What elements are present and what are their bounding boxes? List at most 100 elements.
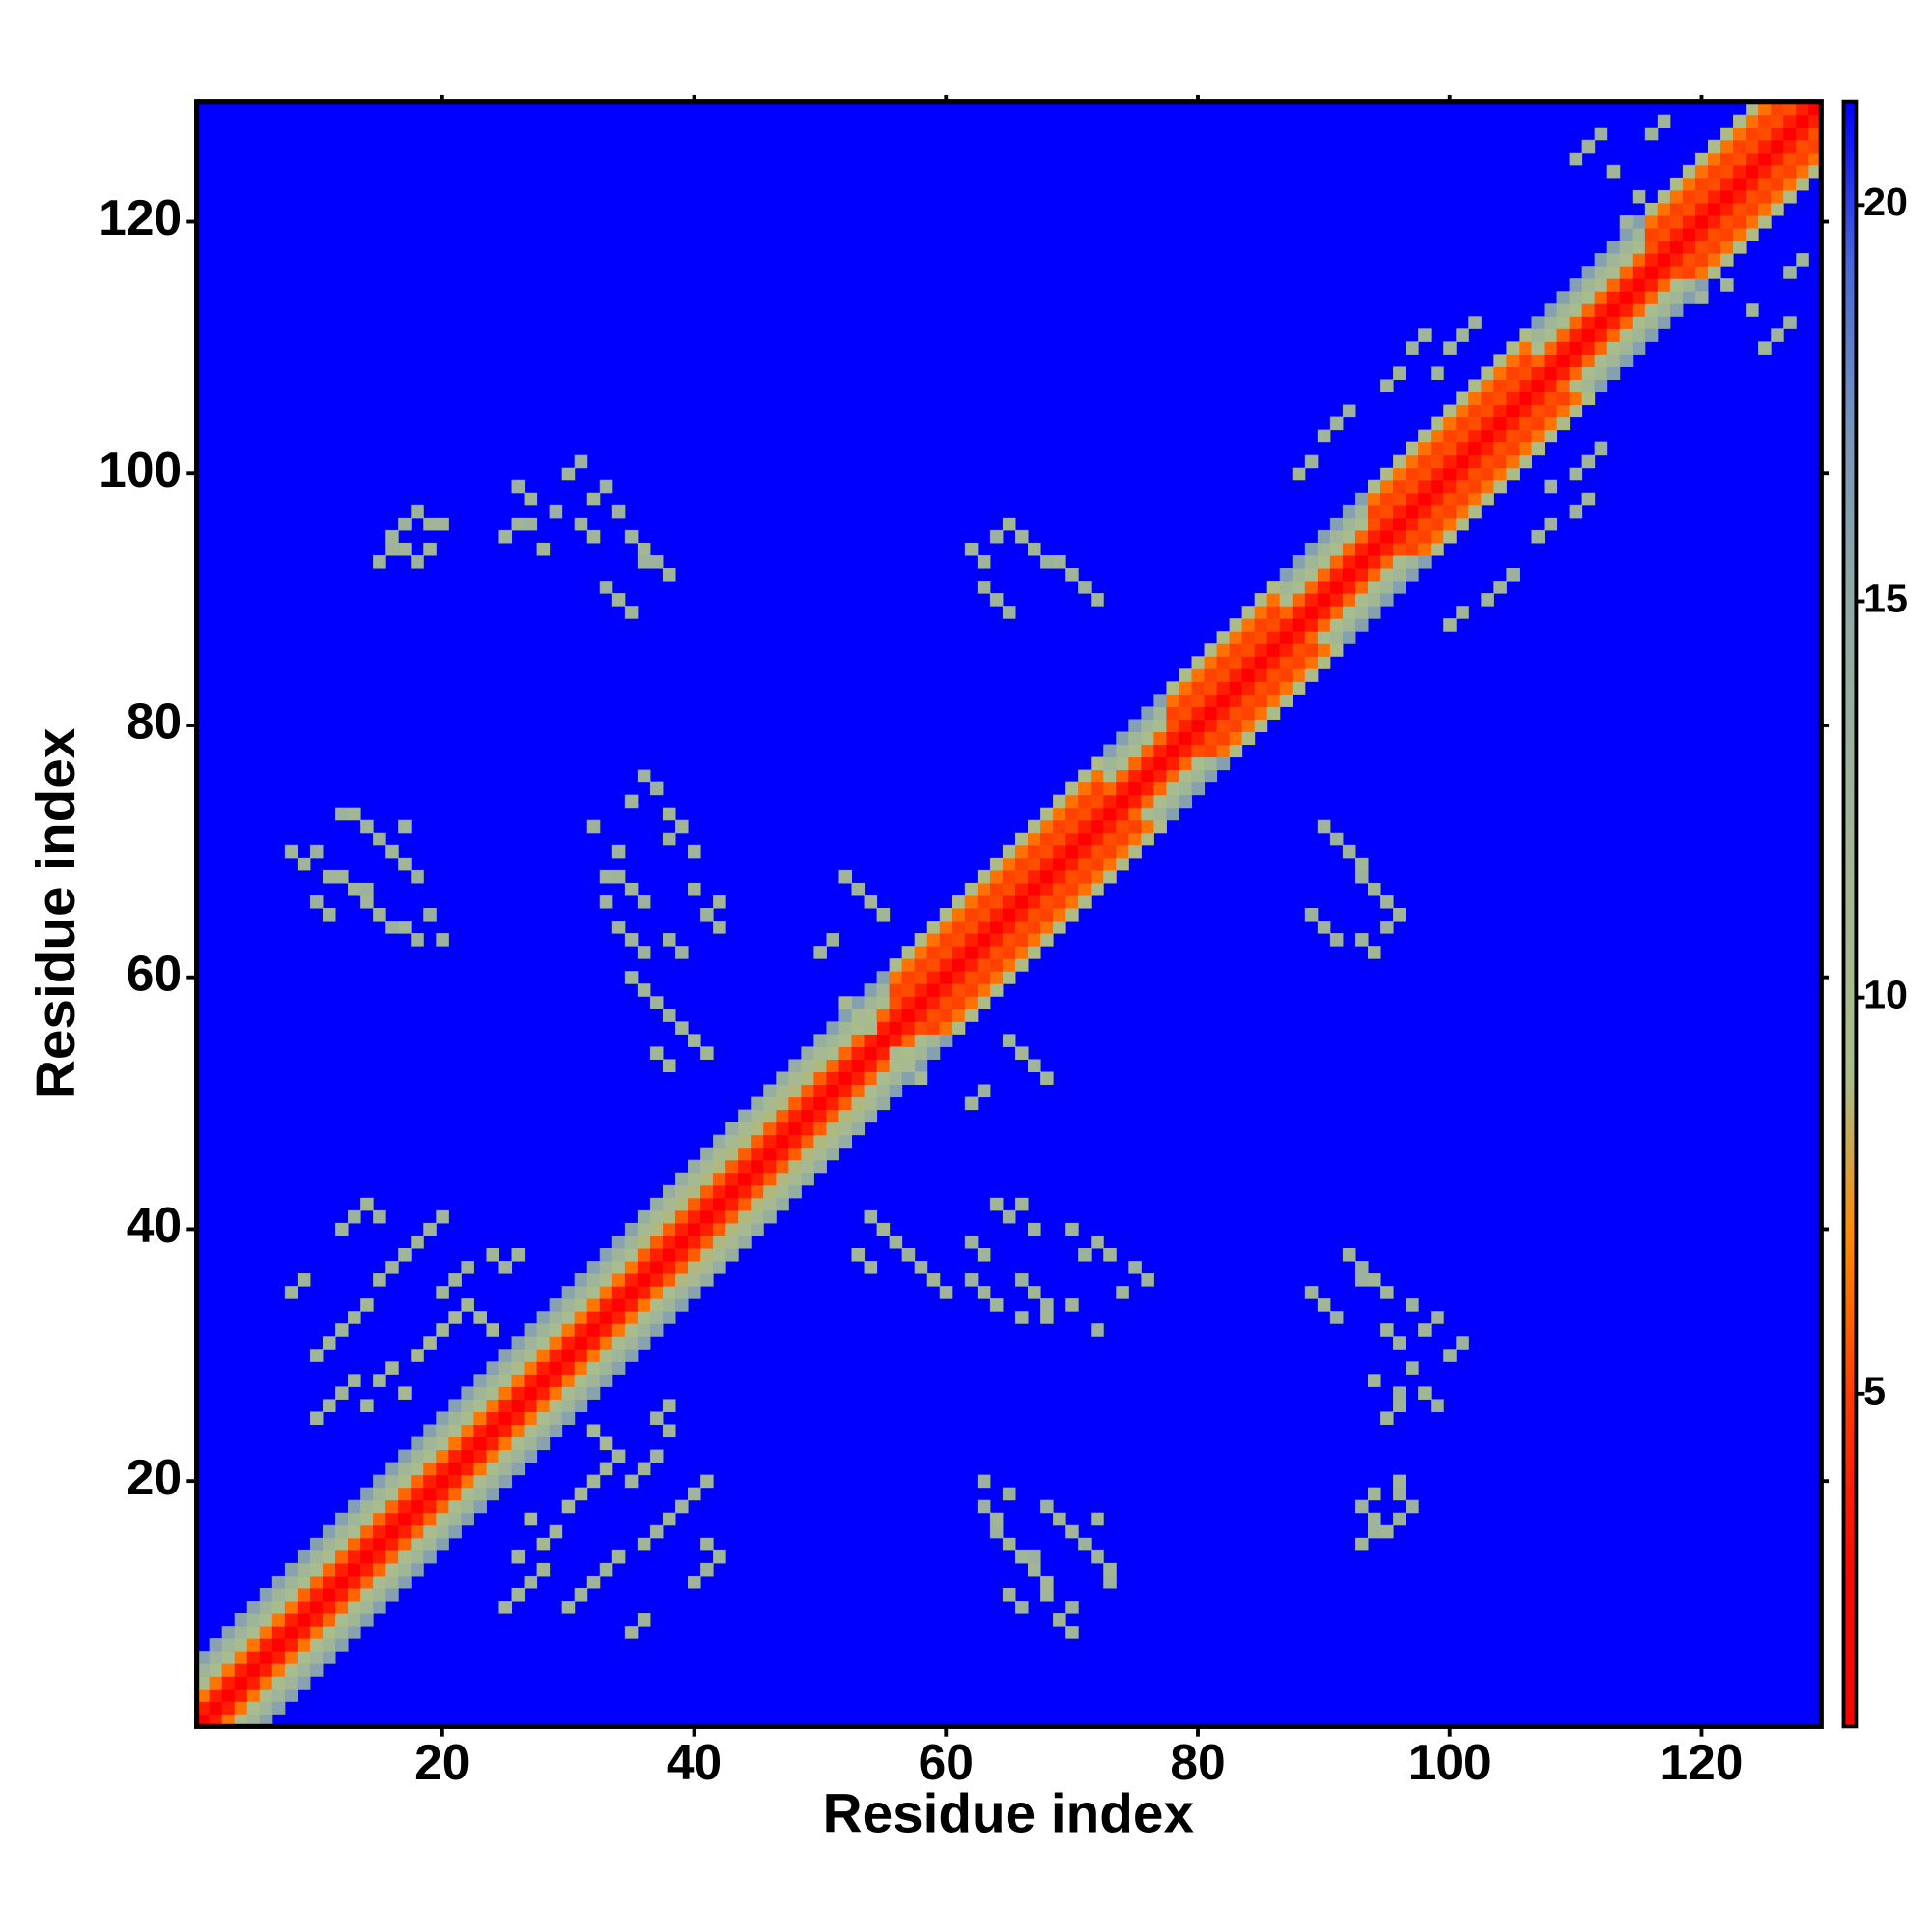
- cell: [1746, 152, 1759, 166]
- cell: [348, 1524, 361, 1539]
- cell: [1619, 303, 1634, 317]
- cell: [688, 1172, 701, 1186]
- cell: [1468, 454, 1482, 469]
- cell: [725, 1134, 739, 1149]
- cell: [964, 946, 979, 959]
- cell: [1078, 581, 1092, 594]
- cell: [1481, 454, 1494, 469]
- cell: [1380, 542, 1394, 556]
- cell: [1103, 756, 1117, 771]
- cell: [1733, 214, 1747, 229]
- cell: [901, 1059, 916, 1072]
- cell: [977, 882, 991, 896]
- cell: [1040, 1071, 1054, 1086]
- cell: [209, 1651, 223, 1664]
- cell: [461, 1399, 474, 1412]
- cell: [1544, 479, 1558, 494]
- cell: [1241, 643, 1256, 657]
- cell: [926, 933, 941, 947]
- cell: [1266, 631, 1281, 644]
- cell: [498, 1349, 513, 1362]
- cell: [586, 1311, 601, 1324]
- cell: [624, 794, 639, 809]
- cell: [851, 1247, 866, 1262]
- cell: [1028, 857, 1041, 871]
- cell: [1002, 517, 1016, 531]
- cell: [561, 1386, 576, 1400]
- cell: [246, 1689, 261, 1702]
- cell: [901, 1247, 916, 1262]
- cell: [864, 1096, 878, 1111]
- cell: [1204, 719, 1218, 733]
- cell: [1808, 152, 1822, 166]
- cell: [901, 1009, 916, 1022]
- cell: [1116, 819, 1129, 834]
- cell: [649, 1311, 664, 1324]
- cell: [662, 807, 676, 821]
- cell: [1241, 731, 1256, 746]
- cell: [536, 1323, 551, 1337]
- cell: [536, 1399, 551, 1412]
- cell: [1569, 328, 1583, 342]
- cell: [1279, 581, 1293, 594]
- cell: [259, 1651, 273, 1664]
- cell: [801, 1059, 814, 1072]
- cell: [1191, 731, 1206, 746]
- cell: [826, 1134, 839, 1149]
- cell: [561, 1311, 576, 1324]
- cell: [1682, 214, 1696, 229]
- cell: [813, 1122, 827, 1136]
- cell: [1468, 479, 1482, 494]
- cell: [1367, 1374, 1381, 1387]
- cell: [1519, 328, 1532, 342]
- cell: [989, 529, 1004, 544]
- cell: [939, 958, 953, 972]
- cell: [1116, 794, 1129, 809]
- cell: [1204, 656, 1218, 669]
- cell: [674, 1209, 689, 1224]
- cell: [889, 1021, 903, 1035]
- cell: [586, 1349, 601, 1362]
- cell: [1040, 554, 1054, 569]
- cell: [373, 1575, 386, 1589]
- cell: [373, 1374, 386, 1387]
- cell: [738, 1222, 752, 1236]
- cell: [914, 1059, 928, 1072]
- cell: [801, 1134, 814, 1149]
- cell: [1254, 593, 1268, 607]
- cell: [1720, 189, 1734, 204]
- cell: [461, 1474, 474, 1489]
- cell: [926, 1273, 941, 1287]
- cell: [1317, 921, 1331, 934]
- cell: [1682, 228, 1696, 242]
- cell: [1317, 631, 1331, 644]
- cell: [297, 1613, 311, 1627]
- cell: [1065, 1626, 1079, 1639]
- cell: [473, 1399, 487, 1412]
- cell: [776, 1109, 789, 1123]
- cell: [360, 882, 374, 896]
- cell: [1771, 127, 1784, 141]
- cell: [1304, 643, 1319, 657]
- cell: [662, 1235, 676, 1249]
- cell: [498, 1436, 513, 1451]
- cell: [271, 1651, 286, 1664]
- cell: [423, 1462, 437, 1476]
- y-tick-label: 120: [99, 189, 182, 245]
- cell: [1758, 114, 1772, 128]
- cell: [1431, 492, 1444, 506]
- cell: [436, 1512, 449, 1526]
- cell: [876, 1059, 891, 1072]
- cell: [486, 1474, 499, 1489]
- cell: [952, 971, 966, 984]
- cell: [536, 1311, 551, 1324]
- cell: [1418, 517, 1432, 531]
- cell: [1014, 844, 1029, 859]
- cell: [574, 1349, 588, 1362]
- cell: [1204, 681, 1218, 695]
- cell: [1669, 278, 1684, 292]
- cell: [1682, 266, 1696, 279]
- cell: [1393, 517, 1406, 531]
- cell: [398, 1449, 412, 1463]
- cell: [373, 1273, 386, 1287]
